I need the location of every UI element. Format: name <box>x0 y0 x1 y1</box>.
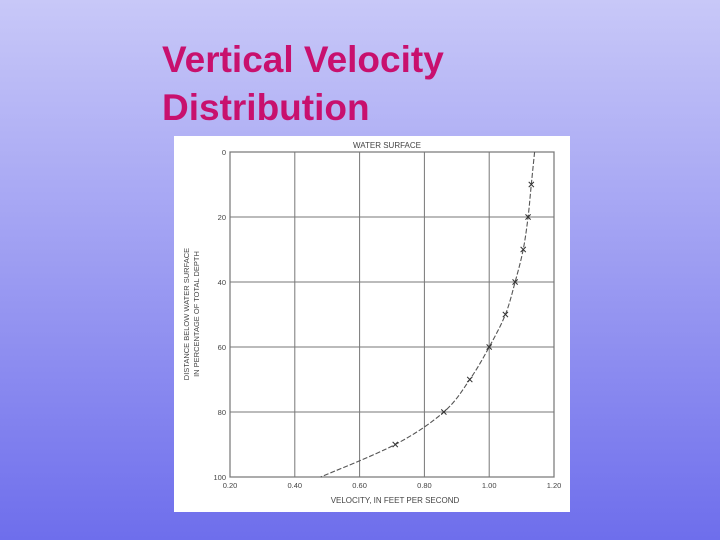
grid-lines <box>229 151 555 478</box>
plot-area <box>229 151 555 478</box>
data-point-stroke <box>528 181 535 188</box>
x-tick-label: 0.40 <box>287 481 302 490</box>
y-tick-label: 80 <box>218 408 226 417</box>
x-tick-label: 0.20 <box>223 481 238 490</box>
data-point-stroke <box>440 409 447 415</box>
data-point-stroke <box>392 441 399 448</box>
chart-title: WATER SURFACE <box>353 141 421 150</box>
x-axis-label: VELOCITY, IN FEET PER SECOND <box>331 496 460 505</box>
y-tick-label: 20 <box>218 213 226 222</box>
y-tick-label: 40 <box>218 278 226 287</box>
data-point-stroke <box>486 344 493 350</box>
tick-labels: 0.20 0.40 0.60 0.80 1.00 1.20 0 20 40 60 80 100 <box>213 148 561 490</box>
data-point-stroke <box>466 376 473 383</box>
velocity-distribution-chart: 0.20 0.40 0.60 0.80 1.00 1.20 0 20 40 60 80 100 WAT… <box>182 141 561 505</box>
data-point-2 <box>520 246 527 253</box>
data-point-stroke <box>502 311 509 318</box>
data-point-7 <box>440 409 447 415</box>
y-tick-label: 0 <box>222 148 226 157</box>
data-point-6 <box>466 376 473 383</box>
data-point-1 <box>525 214 532 220</box>
x-tick-label: 1.20 <box>547 481 562 490</box>
data-point-4 <box>502 311 509 318</box>
data-point-8 <box>392 441 399 448</box>
slide-title-line-2: Distribution <box>162 87 370 128</box>
data-points <box>392 181 535 448</box>
y-tick-label: 60 <box>218 343 226 352</box>
x-tick-label: 0.80 <box>417 481 432 490</box>
y-axis-label-line-1: DISTANCE BELOW WATER SURFACE <box>182 248 191 380</box>
slide-title: Vertical Velocity Distribution <box>162 36 562 132</box>
data-point-stroke <box>520 246 527 253</box>
data-point-stroke <box>525 214 532 220</box>
y-tick-label: 100 <box>213 473 226 482</box>
x-tick-label: 1.00 <box>482 481 497 490</box>
slide-title-line-1: Vertical Velocity <box>162 39 444 80</box>
data-point-0 <box>528 181 535 188</box>
x-tick-label: 0.60 <box>352 481 367 490</box>
data-point-5 <box>486 344 493 350</box>
data-point-3 <box>512 279 519 285</box>
chart-figure: 0.20 0.40 0.60 0.80 1.00 1.20 0 20 40 60 80 100 WAT… <box>174 136 570 512</box>
y-axis-label-line-2: IN PERCENTAGE OF TOTAL DEPTH <box>192 251 201 377</box>
data-point-stroke <box>512 279 519 285</box>
